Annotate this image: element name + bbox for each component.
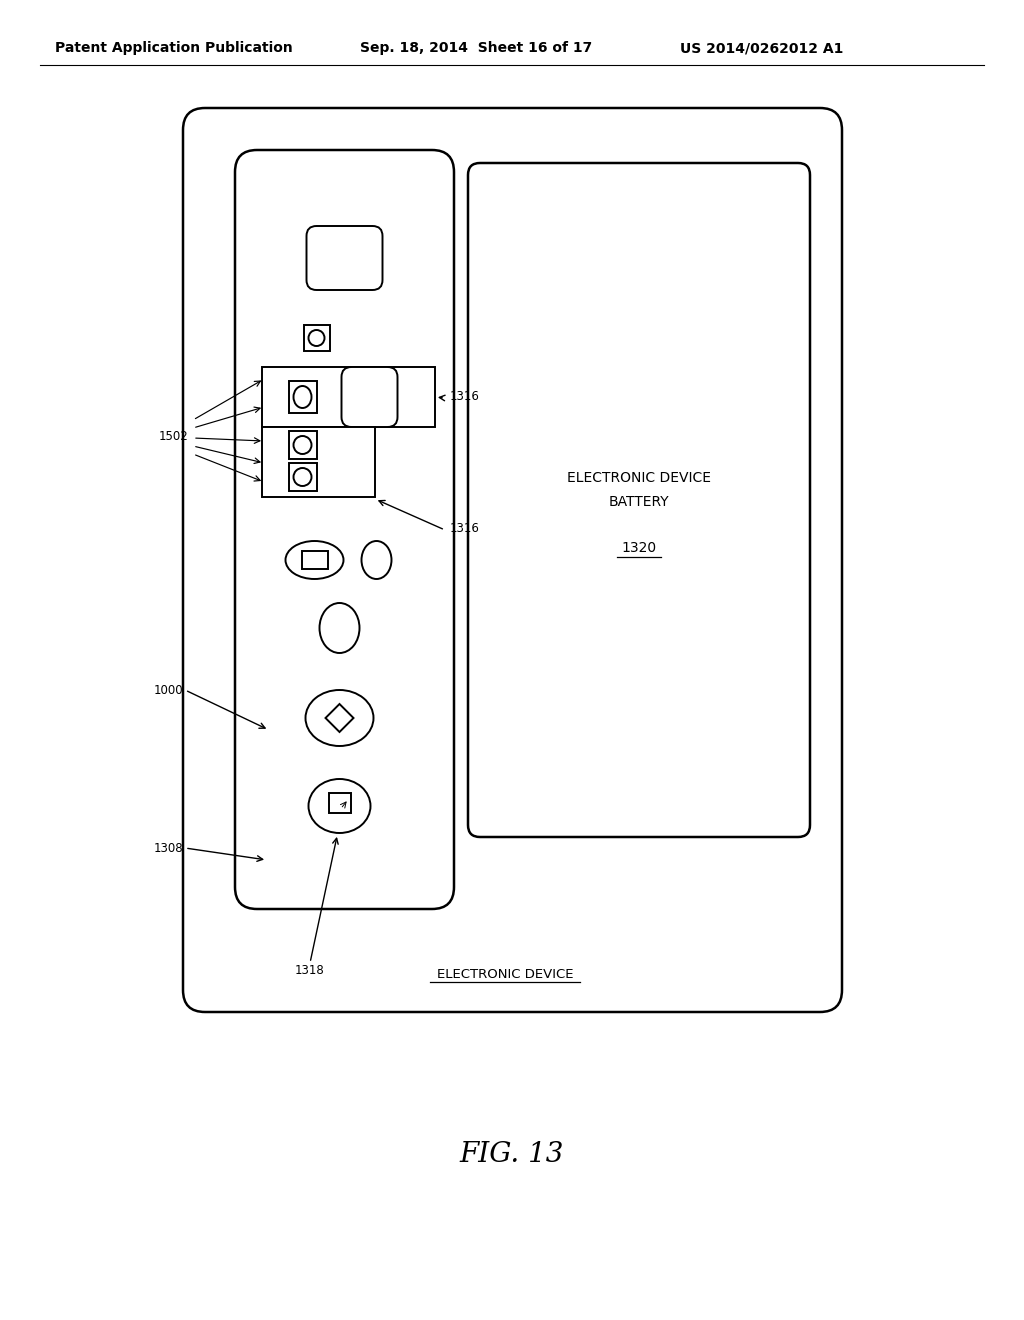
- Ellipse shape: [308, 779, 371, 833]
- Bar: [329, 793, 350, 813]
- Ellipse shape: [294, 436, 311, 454]
- Text: BATTERY: BATTERY: [608, 495, 670, 510]
- Text: 1316: 1316: [450, 521, 480, 535]
- Polygon shape: [326, 704, 353, 733]
- FancyBboxPatch shape: [341, 367, 397, 426]
- Text: ELECTRONIC DEVICE: ELECTRONIC DEVICE: [437, 969, 573, 982]
- Text: 1308: 1308: [154, 842, 183, 854]
- Ellipse shape: [294, 469, 311, 486]
- Text: 1502: 1502: [159, 429, 188, 442]
- Bar: [303, 325, 330, 351]
- Text: 1318: 1318: [295, 964, 325, 977]
- Ellipse shape: [305, 690, 374, 746]
- FancyBboxPatch shape: [183, 108, 842, 1012]
- FancyBboxPatch shape: [234, 150, 454, 909]
- Bar: [289, 432, 316, 459]
- Bar: [289, 381, 316, 413]
- Text: US 2014/0262012 A1: US 2014/0262012 A1: [680, 41, 844, 55]
- Ellipse shape: [319, 603, 359, 653]
- Text: 1316: 1316: [450, 389, 480, 403]
- Text: FIG. 13: FIG. 13: [460, 1142, 564, 1168]
- Text: Patent Application Publication: Patent Application Publication: [55, 41, 293, 55]
- FancyBboxPatch shape: [468, 162, 810, 837]
- Bar: [289, 463, 316, 491]
- Bar: [262, 367, 435, 426]
- Ellipse shape: [286, 541, 343, 579]
- Text: 1000: 1000: [154, 684, 183, 697]
- Ellipse shape: [308, 330, 325, 346]
- Bar: [262, 426, 375, 498]
- Text: ELECTRONIC DEVICE: ELECTRONIC DEVICE: [567, 471, 711, 484]
- Text: 1320: 1320: [622, 541, 656, 554]
- FancyBboxPatch shape: [306, 226, 383, 290]
- Text: Sep. 18, 2014  Sheet 16 of 17: Sep. 18, 2014 Sheet 16 of 17: [360, 41, 592, 55]
- Bar: [301, 550, 328, 569]
- Ellipse shape: [294, 385, 311, 408]
- Ellipse shape: [361, 541, 391, 579]
